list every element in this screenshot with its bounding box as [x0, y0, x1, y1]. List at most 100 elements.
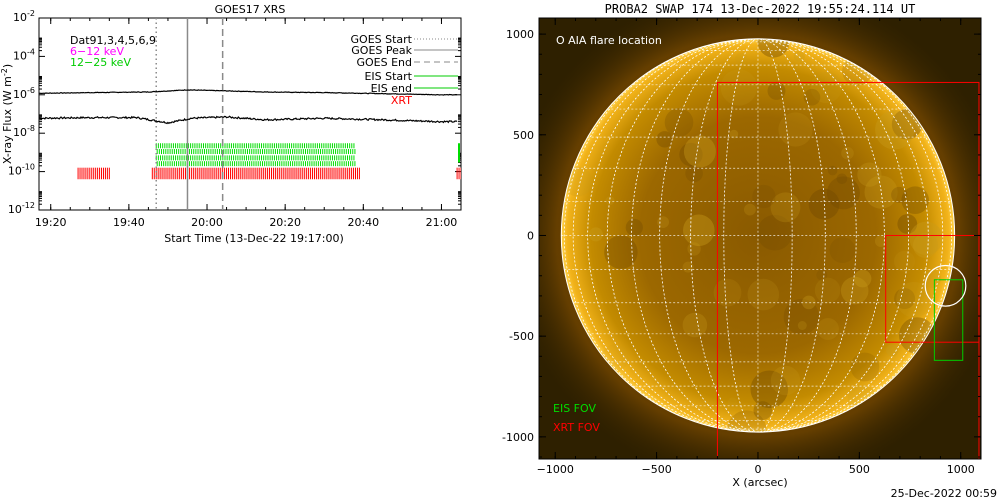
- label-low-energy: 6−12 keV: [70, 45, 124, 58]
- legend-goes-peak: GOES Peak: [351, 44, 412, 57]
- solar-texture-patch: [886, 344, 899, 357]
- solar-texture-patch: [683, 214, 715, 247]
- right-x-axis-label: X (arcsec): [732, 476, 787, 489]
- solar-texture-patch: [836, 173, 848, 185]
- solar-texture-patch: [605, 196, 615, 206]
- eis-coverage: [155, 143, 460, 167]
- solar-texture-patch: [864, 175, 898, 209]
- left-x-tick-label: 20:20: [269, 216, 301, 229]
- left-x-tick-label: 19:20: [35, 216, 67, 229]
- solar-texture-patch: [894, 250, 915, 272]
- solar-texture-patch: [850, 352, 880, 382]
- left-y-tick-label: 10-4: [13, 47, 35, 62]
- solar-texture-patch: [923, 270, 942, 288]
- right-x-tick-label: −500: [641, 463, 671, 476]
- xrt-fov-small-box: [885, 234, 980, 343]
- solar-texture-patch: [810, 71, 842, 104]
- right-y-tick-label: 1000: [506, 28, 534, 41]
- solar-texture-patch: [625, 218, 643, 236]
- swap-image-panel: PROBA2 SWAP 174 13-Dec-2022 19:55:24.114…: [502, 2, 982, 489]
- left-y-tick-label: 10-6: [13, 86, 35, 101]
- image-frame: [538, 17, 982, 460]
- left-legend: GOES Start GOES Peak GOES End EIS Start …: [351, 33, 458, 107]
- solar-texture-patch: [840, 276, 869, 305]
- solar-texture-patch: [757, 214, 793, 251]
- left-x-tick-label: 21:00: [426, 216, 458, 229]
- label-high-energy: 12−25 keV: [70, 56, 131, 69]
- left-title: GOES17 XRS: [215, 3, 286, 16]
- tick-base: 10: [8, 165, 22, 178]
- legend-xrt: XRT: [391, 94, 412, 107]
- solar-texture-patch: [750, 370, 789, 409]
- ylabel-main: X-ray Flux (W m: [1, 76, 14, 164]
- solar-texture-patch: [912, 232, 938, 258]
- solar-texture-patch: [588, 227, 603, 242]
- longitude-line: [659, 38, 857, 433]
- solar-texture-patch: [604, 235, 638, 269]
- solar-texture-patch: [744, 203, 756, 216]
- solar-texture-patch: [747, 278, 780, 311]
- render-timestamp: 25-Dec-2022 00:59: [891, 487, 997, 500]
- solar-texture-patch: [752, 184, 776, 209]
- solar-texture-patch: [778, 112, 813, 147]
- left-x-axis: 19:20 19:40 20:00 20:20 20:40 21:00: [35, 18, 462, 229]
- right-x-tick-label: 0: [754, 463, 761, 476]
- tick-base: 10: [13, 49, 27, 62]
- solar-texture-patch: [853, 269, 872, 288]
- right-y-tick-label: -500: [509, 330, 534, 343]
- ylabel-close: ): [1, 64, 14, 68]
- left-y-axis-label: X-ray Flux (W m-2): [0, 64, 14, 164]
- longitude-line: [723, 38, 793, 433]
- right-y-tick-label: -1000: [502, 431, 534, 444]
- tick-exponent: -10: [22, 163, 35, 172]
- solar-texture-patch: [817, 318, 839, 340]
- solar-texture-patch: [657, 216, 669, 229]
- left-x-tick-label: 20:40: [347, 216, 379, 229]
- solar-texture-patch: [857, 162, 882, 187]
- eis-fov-label: EIS FOV: [553, 402, 596, 415]
- solar-texture-patch: [875, 110, 915, 150]
- aia-flare-label: O AIA flare location: [556, 34, 662, 47]
- right-y-tick-label: 0: [527, 229, 534, 242]
- solar-texture-patch: [735, 52, 748, 66]
- solar-texture-patch: [682, 312, 708, 338]
- solar-texture-patch: [770, 365, 801, 396]
- solar-texture-patch: [897, 214, 918, 234]
- ylabel-sup: -2: [0, 68, 9, 76]
- left-y-tick-label: 10-2: [13, 9, 35, 24]
- left-x-tick-label: 19:40: [113, 216, 145, 229]
- solar-texture-patch: [720, 69, 758, 106]
- solar-texture-patch: [802, 295, 816, 310]
- solar-texture-patch: [727, 397, 738, 408]
- solar-texture-patch: [827, 165, 838, 176]
- solar-texture-patch: [814, 277, 841, 304]
- label-dat: Dat91,3,4,5,6,9: [70, 34, 156, 47]
- solar-texture-patch: [829, 237, 856, 263]
- left-x-axis-label: Start Time (13-Dec-22 19:17:00): [164, 232, 344, 245]
- tick-exponent: -12: [22, 201, 35, 210]
- solar-texture-patch: [826, 176, 860, 210]
- left-plot-frame: [38, 17, 462, 211]
- solar-texture-patch: [770, 192, 801, 223]
- tick-exponent: -4: [27, 47, 35, 56]
- solar-texture-patch: [803, 88, 821, 106]
- right-y-axis: 1000 500 0 -500 -1000: [502, 28, 981, 458]
- legend-goes-start: GOES Start: [351, 33, 413, 46]
- image-content: [539, 18, 981, 459]
- series-6-12-kev: [39, 89, 458, 96]
- tick-exponent: -6: [27, 86, 35, 95]
- xrt-coverage: [77, 167, 461, 180]
- legend-eis-end: EIS end: [371, 82, 412, 95]
- tick-base: 10: [13, 126, 27, 139]
- legend-goes-end: GOES End: [356, 56, 412, 69]
- tick-exponent: -8: [27, 124, 35, 133]
- solar-texture-patch: [793, 50, 805, 62]
- left-plot-content: [39, 18, 461, 210]
- solar-texture-patch: [909, 221, 943, 255]
- solar-texture-patch: [683, 135, 716, 168]
- right-x-tick-label: −1000: [537, 463, 574, 476]
- right-title: PROBA2 SWAP 174 13-Dec-2022 19:55:24.114…: [605, 2, 916, 16]
